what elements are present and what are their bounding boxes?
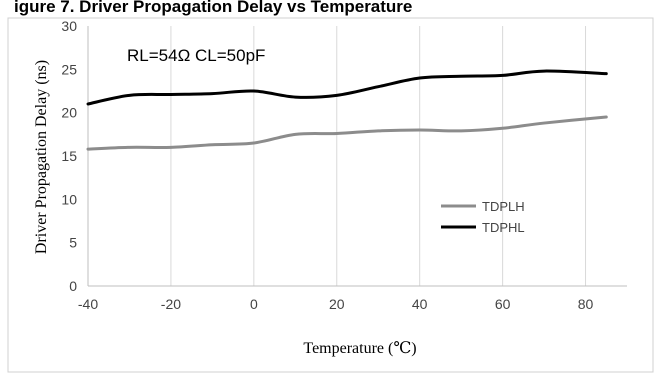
y-tick-label: 10 <box>61 191 77 207</box>
figure-caption: igure 7. Driver Propagation Delay vs Tem… <box>14 0 412 16</box>
series-lines <box>86 69 608 151</box>
legend: TDPLH TDPHL <box>441 199 525 235</box>
grid <box>170 26 587 286</box>
y-tick-label: 0 <box>69 278 77 294</box>
test-condition-annotation: RL=54Ω CL=50pF <box>127 46 265 65</box>
series-line-tdphl <box>86 69 608 106</box>
x-tick-label: 80 <box>578 296 594 312</box>
chart-border <box>7 17 654 373</box>
series-line-tdplh <box>86 115 608 151</box>
y-tick-label: 30 <box>61 18 77 34</box>
x-tick-label: 0 <box>250 296 258 312</box>
axes: -40 -20 0 20 40 60 80 0 5 10 15 20 25 30 <box>61 18 627 312</box>
y-tick-label: 25 <box>61 61 77 77</box>
x-tick-label: 20 <box>329 296 345 312</box>
y-tick-label: 15 <box>61 148 77 164</box>
x-axis-title: Temperature (℃) <box>303 340 416 357</box>
x-tick-label: -40 <box>78 296 98 312</box>
y-axis-title: Driver Propagation Delay (ns) <box>33 60 50 254</box>
legend-label-tdplh: TDPLH <box>482 199 525 214</box>
y-tick-label: 5 <box>69 235 77 251</box>
y-tick-label: 20 <box>61 105 77 121</box>
x-tick-label: 40 <box>412 296 428 312</box>
x-tick-label: -20 <box>161 296 181 312</box>
legend-label-tdphl: TDPHL <box>482 220 525 235</box>
x-tick-label: 60 <box>495 296 511 312</box>
